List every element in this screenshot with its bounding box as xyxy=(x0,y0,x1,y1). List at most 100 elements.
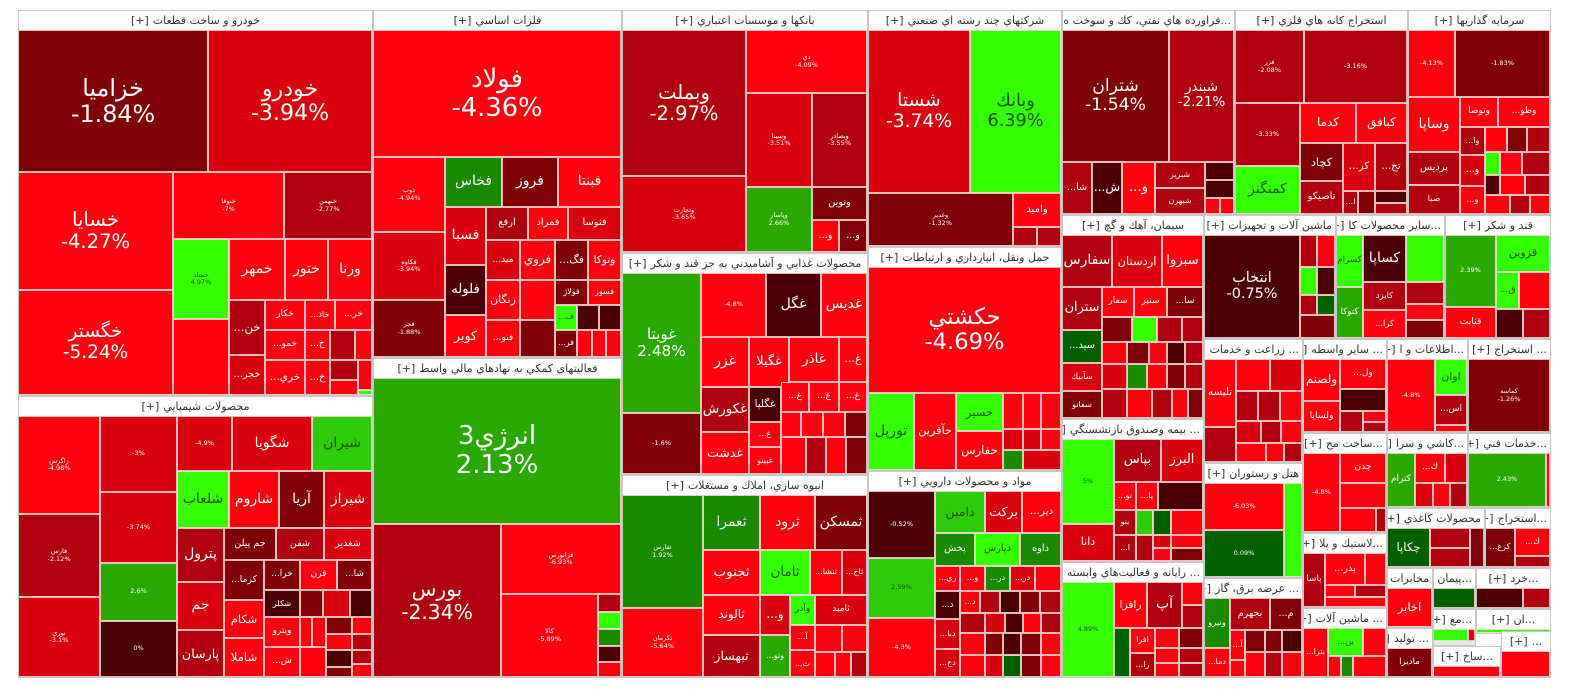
stock-tile[interactable]: د... xyxy=(935,591,960,619)
stock-tile[interactable] xyxy=(1003,450,1023,470)
stock-tile[interactable]: پدر... xyxy=(1325,553,1365,585)
stock-tile[interactable] xyxy=(1477,588,1523,608)
stock-tile[interactable]: ثبهساز xyxy=(703,635,760,677)
stock-tile[interactable] xyxy=(1430,528,1470,548)
stock-tile[interactable]: فرابورس -6.93% xyxy=(501,524,621,594)
stock-tile[interactable] xyxy=(1485,195,1510,214)
stock-tile[interactable]: آريا xyxy=(279,471,324,528)
stock-tile[interactable]: كالا -5.89% xyxy=(501,594,598,677)
stock-tile[interactable] xyxy=(1245,652,1265,677)
stock-tile[interactable] xyxy=(1353,656,1386,677)
stock-tile[interactable] xyxy=(960,633,985,655)
expand-button[interactable]: [+] xyxy=(675,14,694,27)
stock-tile[interactable] xyxy=(1507,127,1527,152)
stock-tile[interactable]: قزوين xyxy=(1496,235,1550,272)
stock-tile[interactable] xyxy=(1102,317,1132,342)
stock-tile[interactable]: خمهر xyxy=(229,239,285,300)
stock-tile[interactable]: ونوين xyxy=(812,187,867,220)
stock-tile[interactable]: ث... xyxy=(790,650,815,677)
sector-header[interactable]: قند و شكر[+] xyxy=(1446,216,1550,236)
stock-tile[interactable] xyxy=(1485,175,1500,195)
stock-tile[interactable] xyxy=(960,655,985,677)
stock-tile[interactable]: حسير xyxy=(956,393,1003,431)
stock-tile[interactable]: غبينو xyxy=(749,447,781,474)
stock-tile[interactable] xyxy=(1284,443,1302,462)
stock-tile[interactable]: 2.6% xyxy=(100,563,177,621)
expand-button[interactable]: [+] xyxy=(1491,613,1510,626)
sector-header[interactable]: سيمان، آهك و گچ[+] xyxy=(1063,216,1203,236)
stock-tile[interactable]: كزغ... xyxy=(1486,528,1515,567)
stock-tile[interactable] xyxy=(520,320,555,357)
stock-tile[interactable]: ونيرو xyxy=(1205,598,1230,648)
stock-tile[interactable] xyxy=(781,412,801,437)
stock-tile[interactable]: 2.39% xyxy=(1446,235,1496,307)
sector-header[interactable]: ...كاشي و سرا[+] xyxy=(1388,434,1467,454)
expand-button[interactable]: [+] xyxy=(1441,650,1459,663)
stock-tile[interactable]: 0.09% xyxy=(1205,530,1284,577)
stock-tile[interactable]: بترا... xyxy=(1304,628,1328,677)
stock-tile[interactable]: وبانك 6.39% xyxy=(970,30,1061,193)
stock-tile[interactable]: دانا xyxy=(1063,524,1114,561)
stock-tile[interactable] xyxy=(598,662,621,677)
stock-tile[interactable] xyxy=(1179,628,1203,648)
stock-tile[interactable] xyxy=(1171,548,1203,561)
expand-button[interactable]: [+] xyxy=(1434,14,1453,27)
expand-button[interactable]: [+] xyxy=(666,479,684,492)
stock-tile[interactable]: كايزد xyxy=(1363,282,1406,310)
expand-button[interactable]: [+] xyxy=(1388,512,1400,525)
sector-header[interactable]: خودرو و ساخت قطعات[+] xyxy=(19,11,372,31)
stock-tile[interactable]: شبندر -2.21% xyxy=(1169,30,1234,162)
stock-tile[interactable] xyxy=(326,617,352,634)
stock-tile[interactable] xyxy=(1171,535,1203,548)
sector-header[interactable]: ماشين آلات و تجهيزات[+] xyxy=(1205,216,1335,236)
stock-tile[interactable]: ولصنم xyxy=(1304,359,1340,401)
stock-tile[interactable]: افرا xyxy=(1130,628,1155,653)
expand-button[interactable]: [+] xyxy=(1304,343,1307,356)
stock-tile[interactable]: شكام xyxy=(224,600,264,638)
stock-tile[interactable]: 2.59% xyxy=(869,558,935,618)
stock-tile[interactable] xyxy=(1220,198,1234,214)
stock-tile[interactable]: ماديرا xyxy=(1388,648,1432,677)
stock-tile[interactable] xyxy=(1158,482,1203,510)
stock-tile[interactable] xyxy=(606,330,621,357)
stock-tile[interactable]: پخش xyxy=(935,533,975,566)
stock-tile[interactable]: خر... xyxy=(335,300,372,330)
stock-tile[interactable]: وبصادر -3.55% xyxy=(812,93,867,187)
stock-tile[interactable]: ثجنوب xyxy=(703,550,760,595)
stock-tile[interactable]: پارسان xyxy=(177,630,224,677)
stock-tile[interactable] xyxy=(355,330,372,360)
stock-tile[interactable]: خبهمن -2.77% xyxy=(284,172,372,239)
stock-tile[interactable]: و... xyxy=(1122,162,1155,214)
stock-tile[interactable] xyxy=(300,590,323,617)
stock-tile[interactable] xyxy=(1434,666,1500,677)
stock-tile[interactable] xyxy=(1406,304,1444,320)
stock-tile[interactable]: وغدير -1.32% xyxy=(869,193,1013,246)
stock-tile[interactable] xyxy=(577,330,592,357)
stock-tile[interactable]: ميد... xyxy=(486,240,520,280)
stock-tile[interactable] xyxy=(1325,585,1355,597)
stock-tile[interactable]: وتو... xyxy=(760,635,790,677)
stock-tile[interactable]: غ... xyxy=(749,422,781,447)
sector-header[interactable]: ...ساخت مح[+] xyxy=(1304,434,1386,454)
stock-tile[interactable]: خ... xyxy=(305,330,330,360)
stock-tile[interactable]: تليسه xyxy=(1205,359,1236,427)
stock-tile[interactable]: كر... xyxy=(1343,143,1375,191)
stock-tile[interactable]: فروز xyxy=(502,157,558,207)
stock-tile[interactable] xyxy=(1519,272,1550,309)
stock-tile[interactable] xyxy=(1434,588,1475,608)
stock-tile[interactable]: 5% xyxy=(1063,439,1114,524)
stock-tile[interactable]: پرديس xyxy=(1409,152,1460,185)
stock-tile[interactable]: بورس -2.34% xyxy=(374,524,501,677)
stock-tile[interactable] xyxy=(1358,191,1375,214)
stock-tile[interactable]: خزاميا -1.84% xyxy=(19,30,208,172)
stock-tile[interactable]: ك... xyxy=(1515,528,1550,556)
sector-header[interactable]: ...پيمان[+] xyxy=(1434,569,1475,589)
stock-tile[interactable] xyxy=(1155,628,1179,648)
stock-tile[interactable] xyxy=(1005,613,1023,633)
stock-tile[interactable] xyxy=(598,612,621,629)
stock-tile[interactable] xyxy=(598,629,621,646)
stock-tile[interactable]: وساپا xyxy=(1409,97,1460,152)
stock-tile[interactable] xyxy=(960,613,985,633)
stock-tile[interactable] xyxy=(1435,425,1467,432)
stock-tile[interactable] xyxy=(985,655,1003,677)
